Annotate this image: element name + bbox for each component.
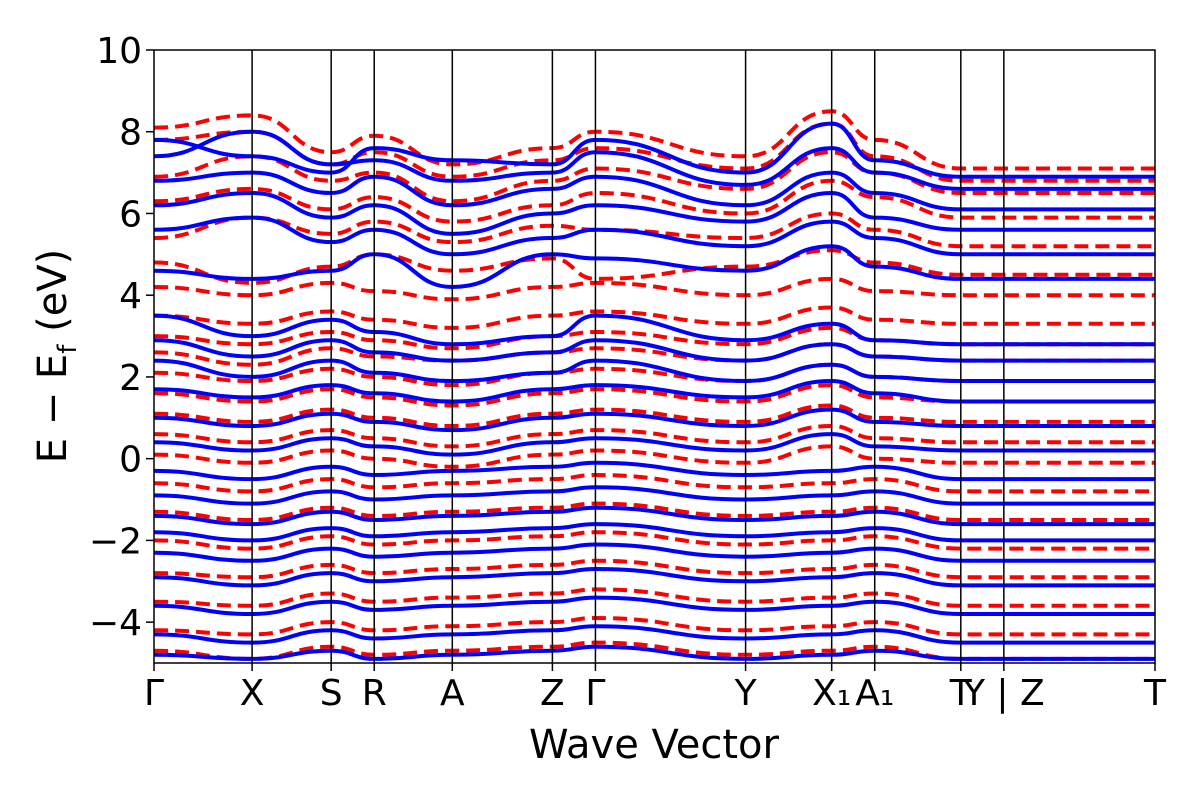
solid-band-line — [154, 566, 1155, 588]
y-tick-label: −4 — [89, 603, 142, 644]
kpoint-divider-lines — [251, 50, 1005, 663]
x-tick-label: Y — [734, 673, 758, 714]
y-tick-label: 10 — [96, 31, 142, 72]
x-tick-label: A₁ — [855, 673, 894, 714]
dashed-band-line — [154, 587, 1155, 608]
y-tick-label: 8 — [119, 113, 142, 154]
solid-band-line — [154, 170, 1155, 212]
solid-band-line — [154, 542, 1155, 563]
dashed-band-line — [154, 305, 1155, 330]
x-tick-label: T — [949, 673, 973, 714]
solid-band-line — [154, 644, 1155, 661]
solid-band-line — [154, 244, 1155, 290]
dashed-band-line — [154, 423, 1155, 449]
x-tick-label: Y | Z — [962, 673, 1045, 714]
solid-band-line — [154, 624, 1155, 645]
dashed-band-line — [154, 178, 1155, 224]
dashed-band-line — [154, 444, 1155, 469]
y-tick-label: 2 — [119, 358, 142, 399]
y-tick-label: 0 — [119, 440, 142, 481]
solid-band-line — [154, 432, 1155, 457]
dashed-band-line — [154, 472, 1155, 494]
dashed-band-line — [154, 276, 1155, 302]
dashed-band-line — [154, 121, 1155, 183]
dashed-band-line — [154, 530, 1155, 551]
x-tick-label: A — [440, 673, 465, 714]
y-axis-title-unit: (eV) — [30, 249, 76, 345]
y-axis-title: E − Ef (eV) — [30, 249, 83, 464]
x-tick-label: Z — [540, 673, 565, 714]
solid-band-line — [154, 595, 1155, 617]
x-tick-label: S — [320, 673, 343, 714]
y-tick-label: 6 — [119, 194, 142, 235]
x-tick-label: X₁ — [812, 673, 851, 714]
dashed-band-line — [154, 501, 1155, 523]
x-tick-label: T — [1143, 673, 1167, 714]
x-tick-label: Γ — [144, 673, 164, 714]
dashed-band-line — [154, 150, 1155, 204]
bands-layer — [154, 109, 1155, 661]
solid-band-line — [154, 338, 1155, 363]
x-tick-label: R — [362, 673, 387, 714]
y-axis-title-main: E − E — [30, 354, 76, 464]
solid-band-line — [154, 358, 1155, 384]
y-tick-label: 4 — [119, 276, 142, 317]
dashed-band-line — [154, 403, 1155, 429]
solid-band-line — [154, 485, 1155, 506]
y-axis-ticks: −4 −2 0 2 4 6 8 10 — [89, 31, 154, 644]
x-axis-title: Wave Vector — [529, 722, 780, 768]
dashed-band-line — [154, 640, 1155, 661]
x-tick-label: Γ — [585, 673, 605, 714]
solid-band-line — [154, 215, 1155, 257]
y-tick-label: −2 — [89, 521, 142, 562]
dashed-band-line — [154, 558, 1155, 580]
solid-band-line — [154, 505, 1155, 527]
dashed-band-line — [154, 248, 1155, 285]
x-tick-label: X — [240, 673, 265, 714]
dashed-band-line — [154, 615, 1155, 637]
y-axis-title-sub: f — [53, 344, 83, 354]
solid-band-line — [154, 522, 1155, 543]
solid-band-line — [154, 313, 1155, 347]
solid-band-line — [154, 190, 1155, 236]
solid-band-line — [154, 378, 1155, 404]
plot-frame — [153, 49, 1156, 664]
solid-band-line — [154, 407, 1155, 433]
dashed-band-line — [154, 383, 1155, 408]
solid-band-line — [154, 460, 1155, 482]
